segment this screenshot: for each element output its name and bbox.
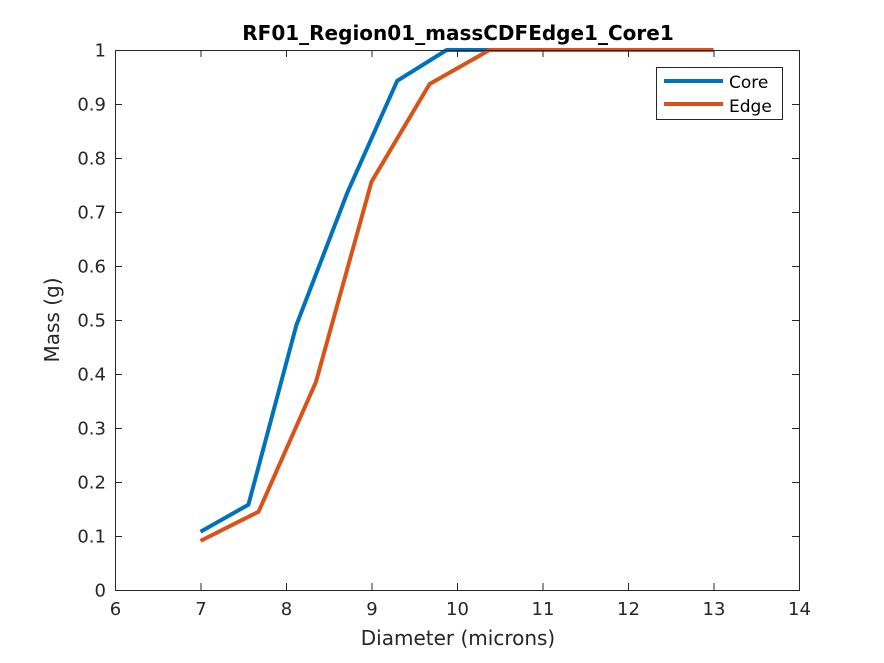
y-axis-label: Mass (g): [40, 277, 64, 362]
x-tick-label: 7: [195, 599, 206, 620]
chart-title: RF01_Region01_massCDFEdge1_Core1: [242, 21, 673, 45]
y-tick-label: 0.5: [77, 311, 106, 332]
y-tick-label: 0.2: [77, 473, 106, 494]
y-tick-label: 1: [95, 41, 106, 62]
legend: Core Edge: [656, 67, 783, 120]
legend-box: [656, 67, 783, 120]
y-tick-label: 0.3: [77, 419, 106, 440]
y-tick-label: 0.1: [77, 527, 106, 548]
y-tick-label: 0.8: [77, 149, 106, 170]
x-tick-label: 12: [617, 599, 640, 620]
x-tick-label: 14: [788, 599, 811, 620]
plot-area: [115, 50, 799, 590]
x-tick-label: 6: [110, 599, 121, 620]
y-tick-label: 0.6: [77, 257, 106, 278]
y-tick-label: 0.4: [77, 365, 106, 386]
x-tick-label: 8: [281, 599, 292, 620]
x-tick-label: 13: [703, 599, 726, 620]
x-tick-label: 11: [532, 599, 555, 620]
y-tick-label: 0: [95, 581, 106, 602]
x-tick-label: 9: [366, 599, 377, 620]
tick-layer: 6 7 8 9 10 11 12 13 14 0 0.1 0.2 0.3 0.4 0.5 0.6 0.7 0.8 0…: [77, 41, 811, 621]
x-tick-label: 10: [446, 599, 469, 620]
x-axis-label: Diameter (microns): [361, 626, 555, 650]
y-tick-label: 0.7: [77, 203, 106, 224]
y-tick-label: 0.9: [77, 95, 106, 116]
legend-label-edge: Edge: [729, 97, 772, 117]
legend-label-core: Core: [729, 73, 768, 93]
